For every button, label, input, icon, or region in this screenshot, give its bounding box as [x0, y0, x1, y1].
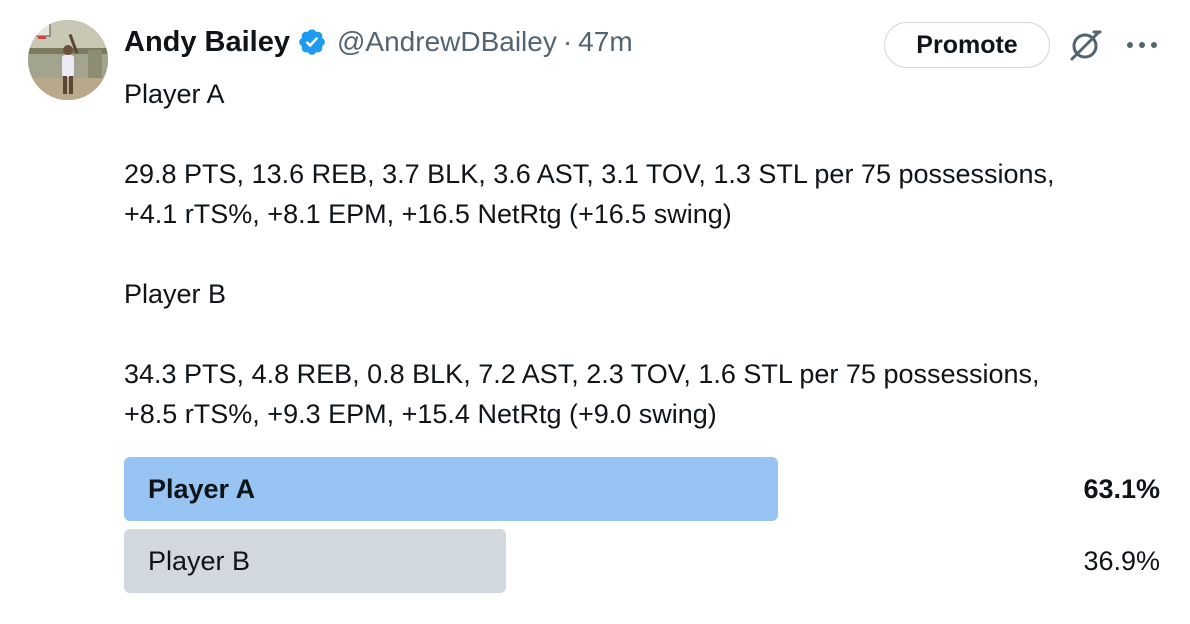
- tweet-line: [124, 114, 1164, 154]
- poll-option-player-b[interactable]: Player B 36.9%: [124, 529, 1160, 593]
- poll-option-percent: 63.1%: [1083, 474, 1160, 504]
- grok-icon[interactable]: [1068, 27, 1104, 63]
- poll-option-percent: 36.9%: [1083, 546, 1160, 576]
- avatar[interactable]: [28, 20, 108, 100]
- tweet-line: +4.1 rTS%, +8.1 EPM, +16.5 NetRtg (+16.5…: [124, 199, 732, 229]
- poll-option-label: Player A: [148, 474, 256, 504]
- tweet-line: [124, 314, 1164, 354]
- more-options-icon[interactable]: [1124, 30, 1160, 60]
- poll-option-label: Player B: [148, 546, 251, 576]
- author-handle[interactable]: @AndrewDBailey: [337, 26, 557, 57]
- poll-result-bar: [124, 457, 778, 521]
- tweet-line: +8.5 rTS%, +9.3 EPM, +15.4 NetRtg (+9.0 …: [124, 399, 717, 429]
- tweet-text: Player A 29.8 PTS, 13.6 REB, 3.7 BLK, 3.…: [124, 74, 1164, 434]
- verified-badge-icon[interactable]: [297, 27, 327, 57]
- tweet-line: Player B: [124, 279, 227, 309]
- promote-button[interactable]: Promote: [884, 22, 1050, 68]
- tweet-header: Andy Bailey @AndrewDBailey · 47m: [124, 22, 633, 62]
- poll-option-player-a[interactable]: Player A 63.1%: [124, 457, 1160, 521]
- tweet-line: 34.3 PTS, 4.8 REB, 0.8 BLK, 7.2 AST, 2.3…: [124, 359, 1040, 389]
- timestamp[interactable]: 47m: [578, 26, 633, 57]
- tweet-line: Player A: [124, 79, 225, 109]
- tweet-line: [124, 234, 1164, 274]
- tweet-line: 29.8 PTS, 13.6 REB, 3.7 BLK, 3.6 AST, 3.…: [124, 159, 1055, 189]
- separator-dot: ·: [562, 26, 573, 57]
- avatar-photo: [28, 20, 108, 100]
- poll-result-bar: [124, 529, 506, 593]
- author-name[interactable]: Andy Bailey: [124, 25, 290, 58]
